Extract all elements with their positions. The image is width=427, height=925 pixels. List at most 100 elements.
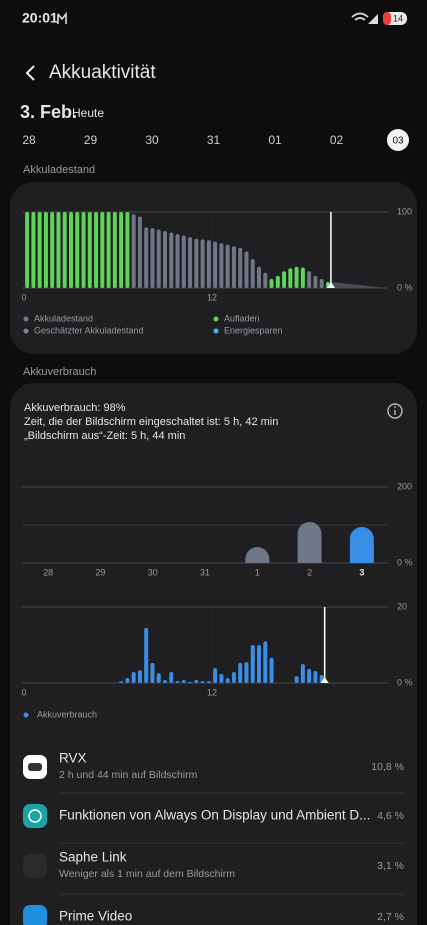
bar <box>125 212 130 288</box>
bar <box>206 681 211 683</box>
bar <box>282 271 287 288</box>
bar <box>137 216 142 288</box>
x-tick-label: 3 <box>359 567 364 577</box>
bar <box>349 526 374 563</box>
now-marker <box>320 677 329 683</box>
app-share: 3,1 % <box>377 860 404 872</box>
bar <box>206 240 211 288</box>
legend-swatch <box>23 316 29 322</box>
wifi-icon <box>351 12 369 21</box>
bar <box>300 267 305 288</box>
bar <box>37 212 42 288</box>
info-button[interactable] <box>387 403 403 419</box>
bar <box>245 547 270 563</box>
bar <box>181 679 186 683</box>
bar <box>307 271 312 288</box>
y-tick-label: 0 % <box>397 557 413 567</box>
legend-label: Akkuladestand <box>34 313 93 323</box>
app-icon <box>23 804 47 828</box>
y-tick-label: 100 <box>397 206 412 216</box>
bar <box>169 232 174 288</box>
app-name: Prime Video <box>59 909 132 924</box>
bar <box>269 657 274 683</box>
date-label: Heute <box>72 106 104 120</box>
x-tick-label: 12 <box>207 687 217 697</box>
bar <box>257 266 261 288</box>
bar <box>119 681 124 683</box>
x-tick-label: 0 <box>21 687 26 697</box>
bar <box>294 266 299 288</box>
bar <box>119 212 124 288</box>
battery-level <box>383 12 391 25</box>
bar <box>188 237 193 288</box>
bar <box>238 662 243 683</box>
bar <box>313 670 318 683</box>
x-tick-label: 29 <box>95 567 105 577</box>
bar <box>175 234 180 288</box>
bar <box>163 231 167 288</box>
x-tick-label: 2 <box>307 567 312 577</box>
bar <box>200 239 205 288</box>
usage-line: Zeit, die der Bildschirm eingeschaltet i… <box>24 416 278 428</box>
bar <box>250 645 255 683</box>
bar <box>181 235 186 288</box>
date-item: 30 <box>145 133 159 147</box>
bar <box>307 668 312 683</box>
bar <box>257 645 261 683</box>
bar <box>219 243 224 288</box>
legend-label: Geschätzter Akkuladestand <box>34 325 144 335</box>
mail-icon <box>57 11 67 24</box>
app-name: RVX <box>59 751 87 766</box>
bar <box>131 214 136 288</box>
bar <box>225 678 230 683</box>
bar <box>319 278 324 288</box>
bar <box>156 229 161 288</box>
bar <box>169 671 174 683</box>
x-tick-label: 0 <box>21 292 26 302</box>
app-icon <box>23 905 47 925</box>
bar <box>263 641 268 683</box>
usage-line: „Bildschirm aus“-Zeit: 5 h, 44 min <box>24 430 185 442</box>
bar <box>75 212 80 288</box>
date-item: 29 <box>84 133 98 147</box>
section-title: Akkuverbrauch <box>23 366 96 378</box>
bar <box>194 679 199 683</box>
legend-label: Akkuverbrauch <box>37 709 97 719</box>
now-marker <box>326 282 335 288</box>
app-detail: Weniger als 1 min auf dem Bildschirm <box>59 868 235 880</box>
bar <box>200 681 205 683</box>
app-name: Saphe Link <box>59 850 127 865</box>
bar <box>144 627 149 683</box>
bar <box>297 521 322 563</box>
bar <box>69 212 73 288</box>
signal-icon <box>368 14 378 24</box>
app-name: Funktionen von Always On Display und Amb… <box>59 808 370 823</box>
bar <box>106 212 111 288</box>
legend-label: Aufladen <box>224 313 260 323</box>
back-button[interactable] <box>25 65 35 81</box>
bar <box>56 212 61 288</box>
bar <box>156 673 161 683</box>
section-title: Akkuladestand <box>23 164 95 176</box>
date-item: 02 <box>330 133 344 147</box>
status-time: 20:01 <box>22 10 58 26</box>
bar <box>300 664 305 683</box>
bar <box>288 268 293 288</box>
date-item: 28 <box>22 133 36 147</box>
x-tick-label: 28 <box>43 567 53 577</box>
legend-swatch <box>213 316 219 322</box>
x-tick-label: 30 <box>148 567 158 577</box>
card <box>10 383 417 925</box>
legend-swatch <box>213 328 219 334</box>
bar <box>313 275 318 288</box>
info-glyph <box>394 406 396 408</box>
x-tick-label: 12 <box>207 292 217 302</box>
bar <box>87 212 92 288</box>
usage-line: Akkuverbrauch: 98% <box>24 402 126 414</box>
app-icon <box>23 854 47 878</box>
bar <box>137 670 142 683</box>
legend-swatch <box>23 328 29 334</box>
bar <box>269 278 274 288</box>
bar <box>25 212 30 288</box>
